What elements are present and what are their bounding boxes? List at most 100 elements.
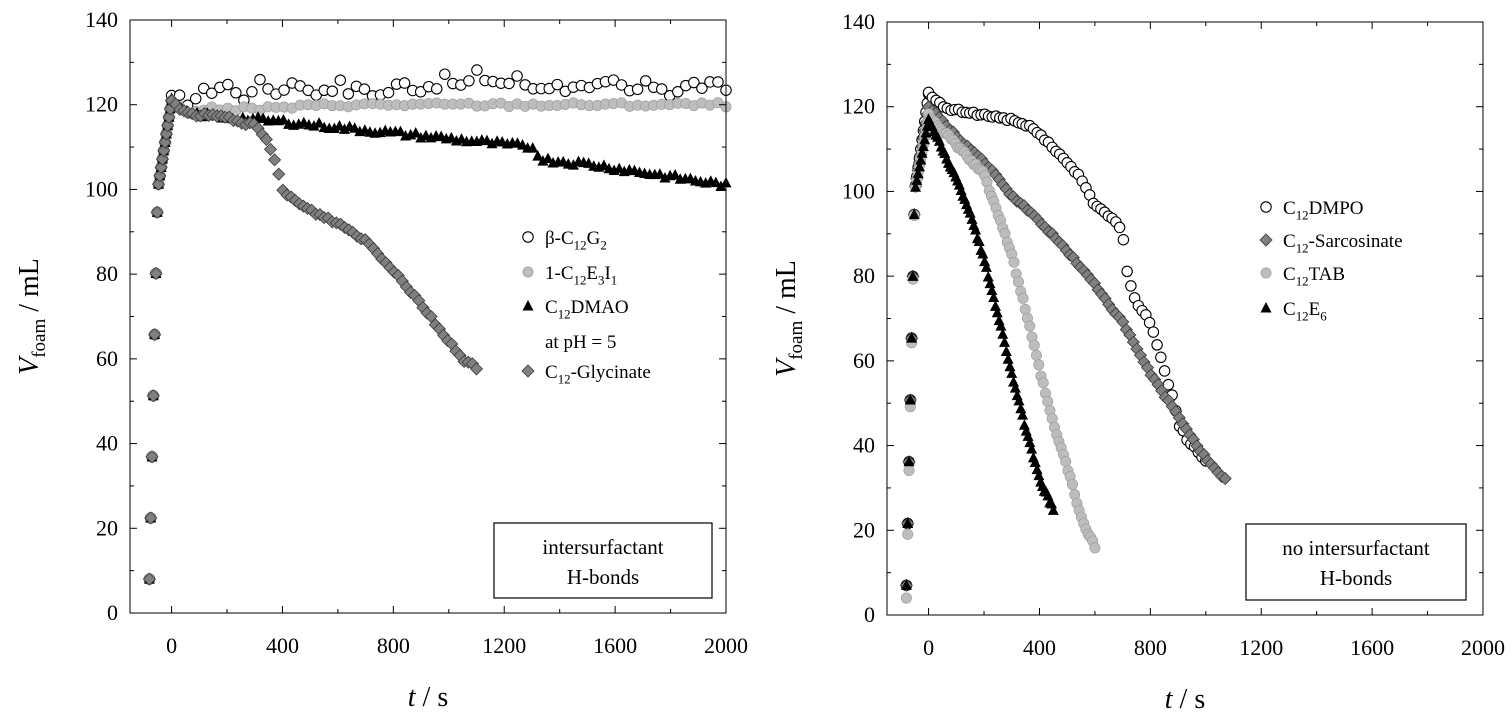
data-point xyxy=(902,528,914,540)
data-point xyxy=(173,89,186,101)
x-tick-label: 400 xyxy=(266,633,299,658)
data-point xyxy=(161,119,175,133)
data-point xyxy=(246,86,258,98)
y-tick-label: 120 xyxy=(842,94,875,119)
data-point xyxy=(1042,489,1054,501)
legend-marker xyxy=(522,266,534,278)
annotation-box: intersurfactant H-bonds xyxy=(493,522,713,599)
x-tick-label: 800 xyxy=(377,633,410,658)
data-point xyxy=(326,85,339,97)
data-point xyxy=(157,144,171,158)
data-point xyxy=(1015,402,1027,414)
y-tick-label: 40 xyxy=(96,431,118,456)
data-point xyxy=(1009,382,1021,393)
data-point xyxy=(158,135,172,149)
data-point xyxy=(977,247,989,259)
data-point xyxy=(989,300,1001,311)
data-point xyxy=(532,150,544,161)
data-point xyxy=(263,142,278,156)
data-point xyxy=(1013,394,1025,406)
x-axis-label: t / s xyxy=(1165,684,1205,715)
data-point xyxy=(1024,320,1036,332)
series-1 xyxy=(143,94,732,585)
data-point xyxy=(268,153,282,167)
data-point xyxy=(1155,351,1167,364)
data-point xyxy=(908,208,920,220)
data-point xyxy=(1004,360,1016,372)
data-point xyxy=(1060,456,1072,468)
x-tick-label: 2000 xyxy=(704,633,748,658)
data-point xyxy=(997,328,1009,339)
data-point xyxy=(915,154,927,165)
data-point xyxy=(986,284,998,295)
data-point xyxy=(430,83,443,95)
data-point xyxy=(1033,469,1045,481)
x-tick-label: 1600 xyxy=(1350,635,1394,660)
legend-marker xyxy=(1260,201,1272,213)
data-point xyxy=(151,177,166,191)
y-tick-label: 80 xyxy=(96,261,118,286)
data-point xyxy=(639,75,652,87)
data-point xyxy=(696,82,708,94)
data-point xyxy=(1121,265,1133,278)
data-point xyxy=(904,393,916,405)
data-point xyxy=(189,92,202,105)
data-point xyxy=(222,78,234,91)
data-point xyxy=(910,181,922,192)
y-tick-label: 100 xyxy=(85,176,118,201)
x-tick-label: 1200 xyxy=(482,633,526,658)
plot-area xyxy=(899,86,1232,604)
series-3 xyxy=(142,93,484,586)
data-point xyxy=(984,277,996,289)
data-point xyxy=(903,455,915,467)
data-point xyxy=(980,261,992,272)
data-point xyxy=(1022,430,1034,441)
data-point xyxy=(1017,292,1029,304)
data-point xyxy=(414,86,427,98)
data-point xyxy=(982,270,994,282)
data-point xyxy=(1113,221,1126,234)
data-point xyxy=(973,235,985,247)
data-point xyxy=(712,76,724,88)
y-tick-label: 140 xyxy=(842,9,875,34)
annotation-line: intersurfactant xyxy=(542,535,663,559)
data-point xyxy=(398,77,411,89)
legend-label: β-C12G2 xyxy=(545,228,607,252)
data-point xyxy=(148,328,162,342)
data-point xyxy=(654,168,666,179)
data-point xyxy=(970,223,982,235)
data-point xyxy=(154,160,168,175)
legend-label: C12TAB xyxy=(1283,264,1345,288)
chart-right: 0 20 40 60 80 100 120 140 0 400 800 1200 1600 2000 t /… xyxy=(771,9,1505,715)
data-point xyxy=(153,169,167,183)
data-point xyxy=(1012,276,1024,288)
x-tick-label: 1200 xyxy=(1239,635,1283,660)
data-point xyxy=(382,86,395,99)
x-tick-label: 800 xyxy=(1134,635,1167,660)
data-point xyxy=(469,362,484,376)
y-tick-label: 0 xyxy=(864,602,875,627)
data-point xyxy=(471,64,483,76)
legend-marker xyxy=(522,300,534,311)
legend: C12DMPO C12-Sarcosinate C12TAB C12E6 xyxy=(1259,198,1403,323)
data-point xyxy=(902,517,914,529)
data-point xyxy=(308,120,320,131)
data-point xyxy=(342,88,355,100)
data-point xyxy=(999,336,1011,347)
data-point xyxy=(1037,377,1049,389)
data-point xyxy=(511,70,523,82)
data-point xyxy=(542,152,554,164)
data-point xyxy=(1026,443,1038,454)
data-point xyxy=(903,464,915,476)
legend-marker xyxy=(522,231,534,243)
annotation-line: H-bonds xyxy=(1320,566,1392,590)
x-tick-label: 2000 xyxy=(1461,635,1505,660)
data-point xyxy=(1151,339,1163,351)
annotation-line: no intersurfactant xyxy=(1282,536,1430,560)
legend-marker xyxy=(1259,233,1273,247)
legend-marker xyxy=(521,364,535,378)
data-point xyxy=(142,572,156,586)
y-tick-label: 100 xyxy=(842,178,875,203)
data-point xyxy=(155,152,170,166)
data-point xyxy=(278,84,290,96)
